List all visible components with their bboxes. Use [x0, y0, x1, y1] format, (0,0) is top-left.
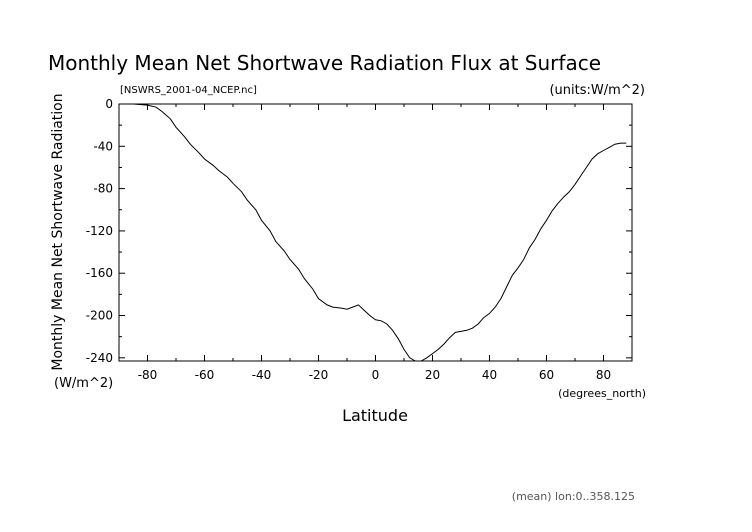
y-tick-label: -40 — [93, 139, 113, 153]
y-tick-label: -240 — [86, 351, 113, 365]
y-tick-label: -160 — [86, 266, 113, 280]
y-axis-units: (W/m^2) — [54, 376, 113, 391]
file-label: [NSWRS_2001-04_NCEP.nc] — [120, 85, 257, 96]
y-tick-label: 0 — [105, 97, 113, 111]
x-tick-label: -60 — [195, 368, 215, 382]
footnote: (mean) lon:0..358.125 — [512, 490, 635, 503]
x-axis-label: Latitude — [342, 406, 408, 425]
x-tick-label: 20 — [425, 368, 440, 382]
y-tick-label: -80 — [93, 182, 113, 196]
x-tick-label: 80 — [596, 368, 611, 382]
tick-labels: -80 -60 -40 -20 0 20 40 60 800-40-80-120-160-200… — [86, 97, 611, 382]
x-tick-label: 40 — [482, 368, 497, 382]
y-tick-label: -120 — [86, 224, 113, 238]
y-tick-label: -200 — [86, 309, 113, 323]
x-tick-label: -20 — [309, 368, 329, 382]
x-tick-label: 0 — [372, 368, 380, 382]
x-tick-label: 60 — [539, 368, 554, 382]
x-axis-units: (degrees_north) — [558, 387, 646, 400]
x-tick-label: -80 — [138, 368, 158, 382]
plot-frame — [118, 103, 633, 362]
units-label: (units:W/m^2) — [549, 83, 645, 98]
x-tick-label: -40 — [252, 368, 272, 382]
axis-ticks — [118, 103, 633, 361]
y-axis-label: Monthly Mean Net Shortwave Radiation — [50, 93, 66, 370]
series-line — [121, 103, 627, 362]
chart-title: Monthly Mean Net Shortwave Radiation Flu… — [48, 51, 601, 75]
